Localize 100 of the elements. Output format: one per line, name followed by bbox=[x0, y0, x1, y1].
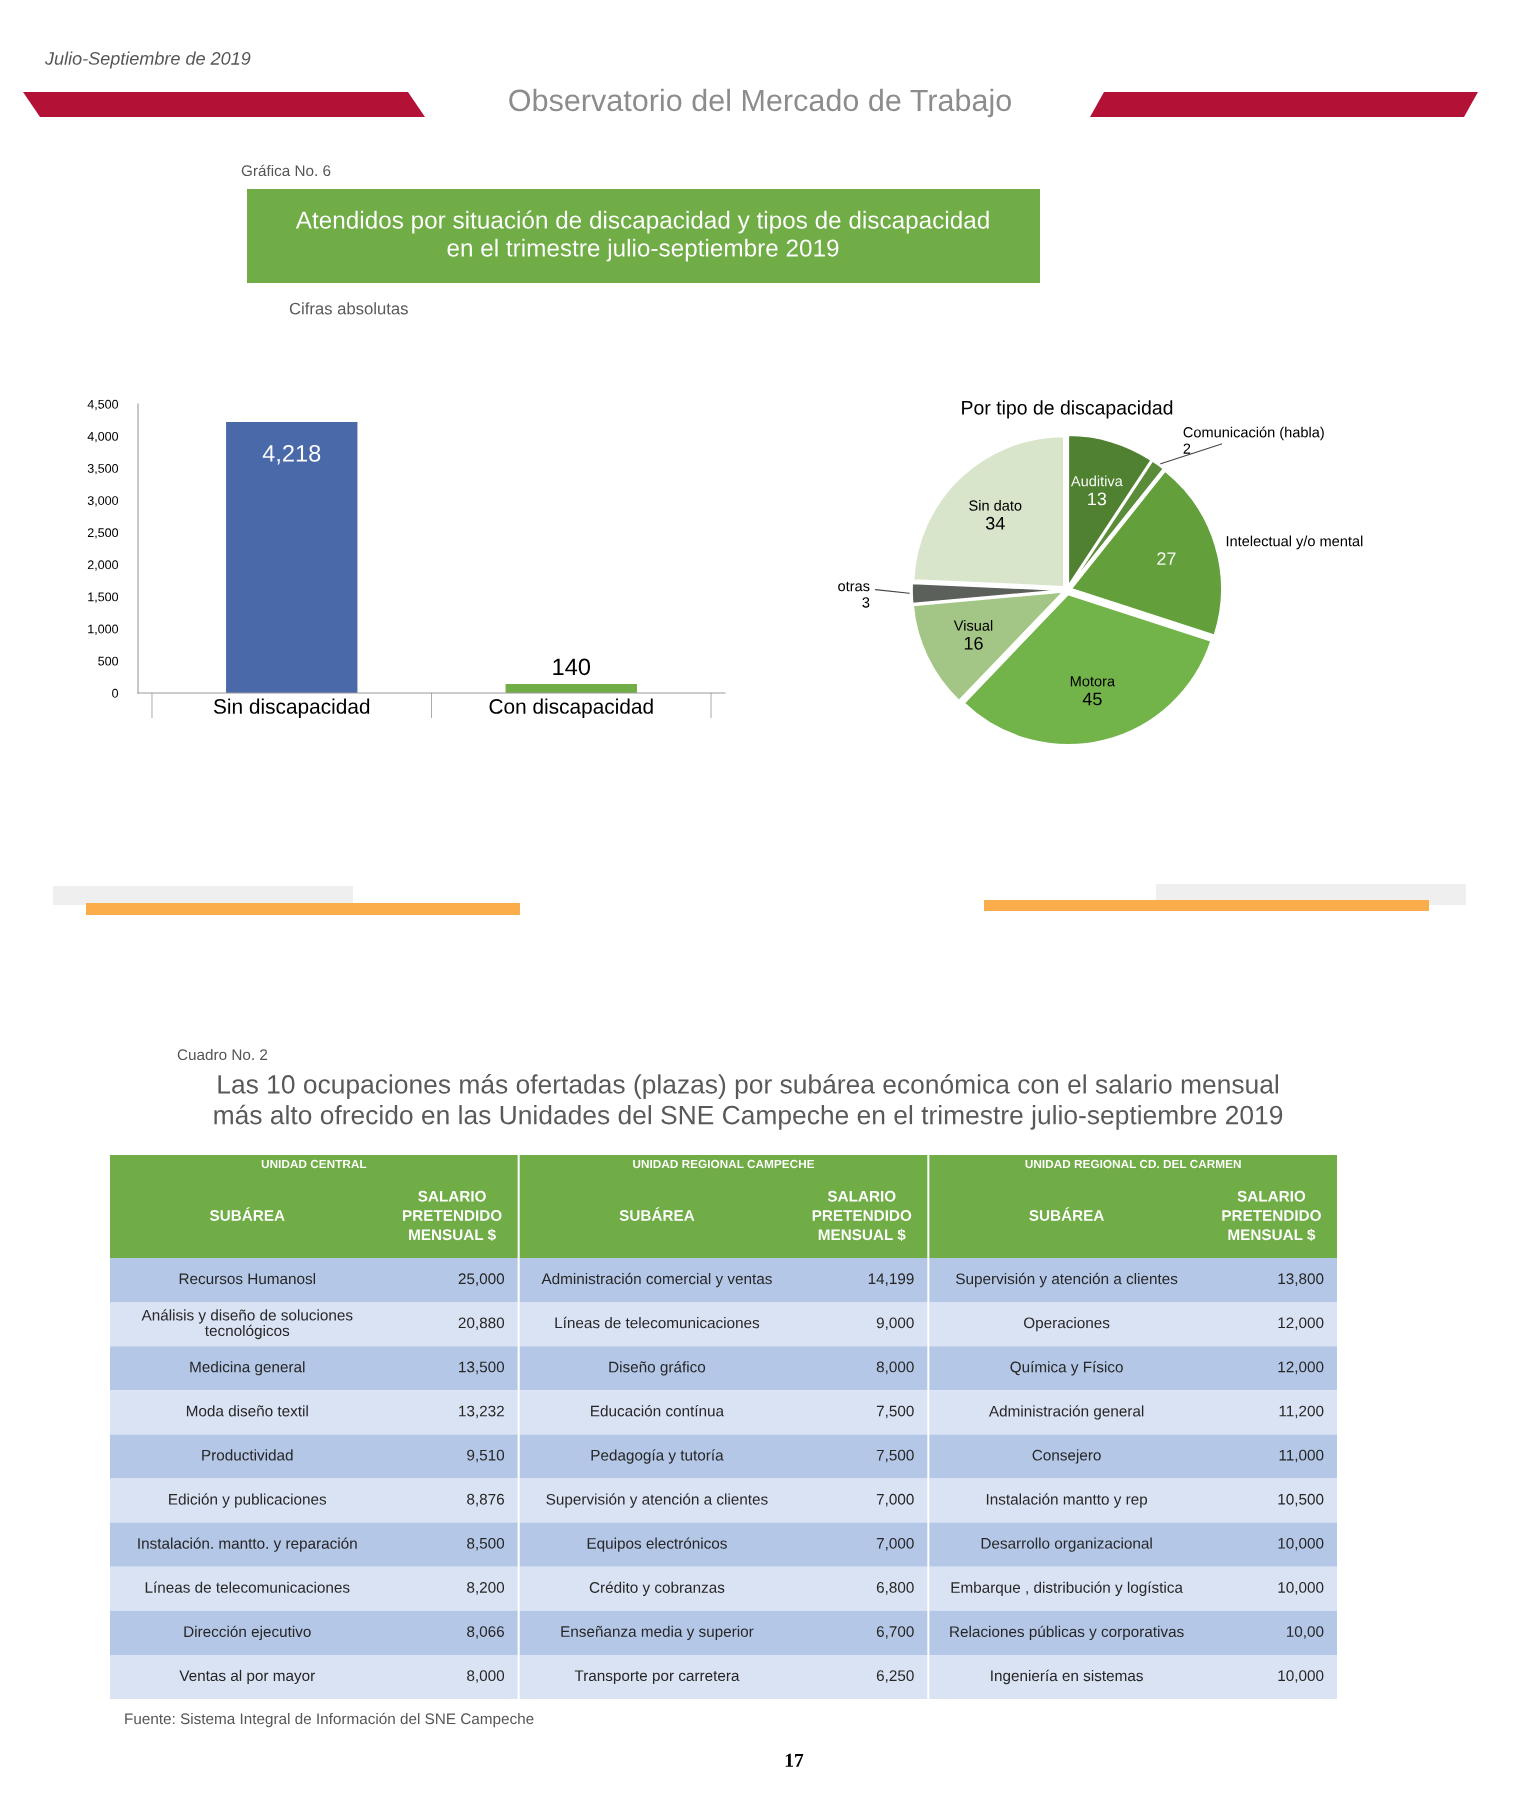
y-tick-label: 3,500 bbox=[87, 464, 119, 475]
text: Enseñanza media y superior bbox=[561, 1625, 754, 1640]
text: SALARIO PRETENDIDO MENSUAL $ bbox=[1222, 1190, 1321, 1242]
text: 14,199 bbox=[868, 1273, 914, 1286]
y-tick-label: 500 bbox=[98, 656, 119, 666]
text: 9,000 bbox=[876, 1317, 914, 1331]
slice-label: Auditiva bbox=[1070, 475, 1123, 487]
text: Ingeniería en sistemas bbox=[991, 1669, 1143, 1685]
text: Supervisión y atención a clientes bbox=[956, 1272, 1178, 1288]
text: UNIDAD REGIONAL CAMPECHE bbox=[633, 1159, 815, 1169]
text: Análisis y diseño de soluciones tecnológicos bbox=[141, 1309, 353, 1340]
text: Instalación mantto y rep bbox=[986, 1493, 1148, 1508]
slice-label: Sin dato bbox=[969, 499, 1022, 511]
text: Observatorio del Mercado de Trabajo bbox=[509, 88, 1011, 118]
data-label: 3 bbox=[862, 597, 870, 608]
text: 8,066 bbox=[467, 1626, 504, 1639]
chart-title: Por tipo de discapacidad bbox=[962, 400, 1173, 419]
text: 9,510 bbox=[467, 1449, 505, 1463]
text: Crédito y cobranzas bbox=[589, 1581, 725, 1596]
text: Ventas al por mayor bbox=[179, 1669, 315, 1685]
text: 6,250 bbox=[876, 1670, 914, 1683]
text: 10,500 bbox=[1278, 1493, 1324, 1507]
text: Las 10 ocupaciones más ofertadas (plazas) por subárea económica con el salario mensual más alto ofrecido en las Unidades del SNE Campeche en el trimestre julio-septiembre 2019 bbox=[214, 1074, 1283, 1130]
y-tick-label: 4,000 bbox=[87, 431, 119, 443]
text: Productividad bbox=[202, 1449, 293, 1461]
text: 7,500 bbox=[876, 1405, 914, 1419]
text: 10,000 bbox=[1278, 1670, 1324, 1683]
text: Moda diseño textil bbox=[186, 1405, 308, 1417]
text: 8,000 bbox=[876, 1361, 914, 1375]
text: 8,200 bbox=[467, 1582, 505, 1595]
text: 7,500 bbox=[876, 1449, 914, 1463]
text: Medicina general bbox=[190, 1361, 305, 1376]
text: 10,000 bbox=[1278, 1537, 1324, 1551]
slice-label: Comunicación (habla) bbox=[1183, 426, 1324, 441]
text: SUBÁREA bbox=[619, 1207, 695, 1221]
text: 11,000 bbox=[1279, 1449, 1324, 1463]
text: Embarque , distribución y logística bbox=[951, 1581, 1183, 1596]
text: 20,880 bbox=[458, 1317, 505, 1331]
text: SALARIO PRETENDIDO MENSUAL $ bbox=[812, 1190, 912, 1242]
data-label: 27 bbox=[1157, 552, 1176, 565]
x-tick-label: Con discapacidad bbox=[489, 698, 653, 718]
x-tick-label: Sin discapacidad bbox=[213, 698, 370, 718]
y-tick-label: 4,500 bbox=[87, 399, 119, 411]
text: Instalación. mantto. y reparación bbox=[138, 1537, 357, 1552]
text: 10,00 bbox=[1286, 1626, 1324, 1639]
data-label: 140 bbox=[553, 658, 591, 676]
y-tick-label: 0 bbox=[112, 688, 119, 698]
text: Operaciones bbox=[1024, 1317, 1110, 1332]
text: 13,232 bbox=[459, 1405, 504, 1419]
text: Cuadro No. 2 bbox=[177, 1048, 268, 1061]
text: 8,500 bbox=[467, 1537, 505, 1551]
text: Educación contínua bbox=[591, 1405, 725, 1417]
text: 12,000 bbox=[1278, 1317, 1324, 1331]
slice-label: Motora bbox=[1070, 676, 1116, 687]
y-tick-label: 1,500 bbox=[88, 592, 119, 603]
text: UNIDAD REGIONAL CD. DEL CARMEN bbox=[1025, 1159, 1241, 1169]
text: 13,800 bbox=[1278, 1273, 1324, 1286]
text: 8,000 bbox=[467, 1670, 505, 1683]
text: Pedagogía y tutoría bbox=[591, 1449, 724, 1464]
text: Líneas de telecomunicaciones bbox=[145, 1581, 350, 1593]
text: Desarrollo organizacional bbox=[981, 1537, 1152, 1552]
text: Gráfica No. 6 bbox=[241, 164, 331, 177]
data-label: 16 bbox=[964, 636, 983, 650]
text: 8,876 bbox=[467, 1493, 504, 1507]
y-tick-label: 3,000 bbox=[87, 496, 119, 507]
y-tick-label: 1,000 bbox=[88, 624, 119, 635]
source-note: Fuente: Sistema Integral de Información del SNE Campeche bbox=[125, 1712, 534, 1728]
text: 25,000 bbox=[458, 1273, 505, 1286]
text: 12,000 bbox=[1278, 1361, 1324, 1375]
slice-label: Visual bbox=[953, 620, 993, 631]
text: UNIDAD CENTRAL bbox=[261, 1159, 367, 1169]
text: Supervisión y atención a clientes bbox=[546, 1493, 768, 1508]
data-label: 2 bbox=[1183, 443, 1191, 454]
chart-title: Atendidos por situación de discapacidad y tipos de discapacidad en el trimestre julio-septiembre 2019 bbox=[295, 210, 989, 262]
text: Administración general bbox=[988, 1405, 1144, 1420]
text: 10,000 bbox=[1278, 1582, 1324, 1595]
text: Julio-Septiembre de 2019 bbox=[44, 51, 251, 69]
data-label: 13 bbox=[1088, 492, 1107, 506]
text: Relaciones públicas y corporativas bbox=[950, 1625, 1184, 1641]
data-label: 45 bbox=[1082, 692, 1102, 706]
slice-label: otras bbox=[838, 581, 870, 592]
text: Transporte por carretera bbox=[574, 1670, 740, 1685]
text: Consejero bbox=[1032, 1449, 1101, 1464]
text: SALARIO PRETENDIDO MENSUAL $ bbox=[403, 1190, 502, 1242]
text: Química y Físico bbox=[1010, 1361, 1123, 1376]
data-label: 34 bbox=[985, 516, 1005, 530]
text: 7,000 bbox=[876, 1537, 914, 1551]
text: Equipos electrónicos bbox=[587, 1537, 727, 1552]
y-tick-label: 2,000 bbox=[87, 560, 119, 571]
y-tick-label: 2,500 bbox=[87, 528, 119, 539]
data-label: 4,218 bbox=[262, 444, 321, 465]
text: Dirección ejecutivo bbox=[184, 1625, 311, 1641]
text: Líneas de telecomunicaciones bbox=[555, 1316, 760, 1329]
text: 6,800 bbox=[876, 1582, 914, 1595]
text: 17 bbox=[785, 1753, 804, 1767]
slice-label: Intelectual y/o mental bbox=[1226, 535, 1363, 550]
text: Edición y publicaciones bbox=[169, 1493, 327, 1508]
text: SUBÁREA bbox=[209, 1207, 285, 1221]
chart-subtitle: Cifras absolutas bbox=[289, 302, 408, 315]
text: SUBÁREA bbox=[1029, 1207, 1104, 1221]
